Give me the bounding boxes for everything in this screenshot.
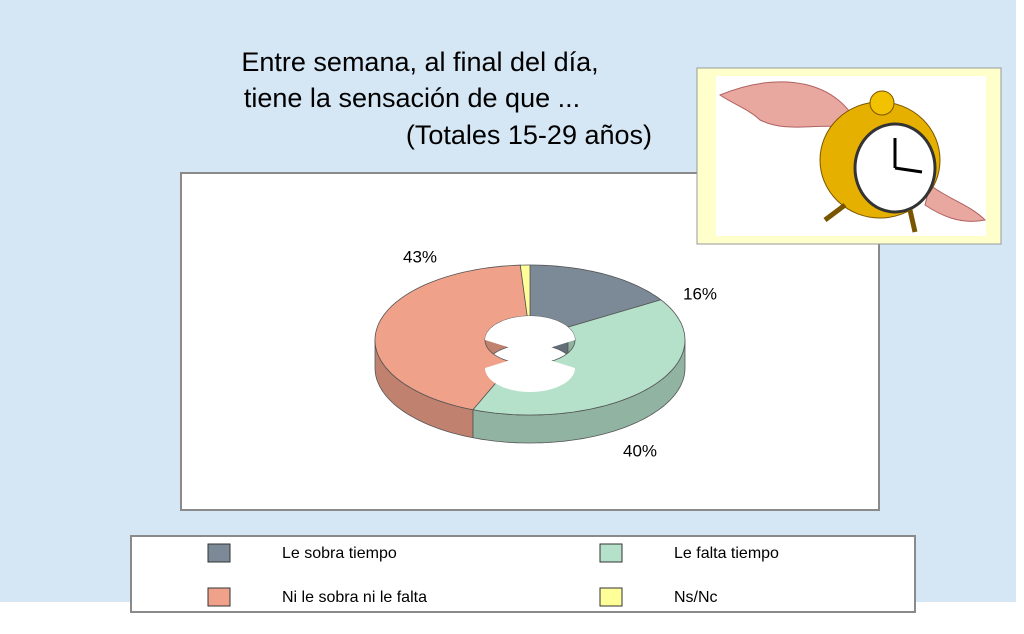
bell <box>869 90 895 116</box>
hand <box>894 166 923 174</box>
legend-label: Ni le sobra ni le falta <box>282 589 427 606</box>
chart-title: Entre semana, al final del día, <box>241 47 598 77</box>
legend-swatch <box>207 587 231 607</box>
chart-subtitle: (Totales 15-29 años) <box>406 120 652 150</box>
wing <box>924 184 987 222</box>
legend <box>130 535 916 613</box>
legend-swatch <box>599 587 623 607</box>
legend-swatch <box>207 543 231 563</box>
leg <box>823 203 847 222</box>
legend-label: Le sobra tiempo <box>282 545 397 562</box>
legend-swatch <box>599 543 623 563</box>
data-label: 43% <box>403 247 437 266</box>
clock-illustration <box>696 67 1002 245</box>
hole <box>485 316 575 392</box>
data-label: 40% <box>623 441 657 460</box>
legend-label: Ns/Nc <box>674 589 718 606</box>
data-label: 16% <box>683 284 717 303</box>
leg <box>907 209 918 233</box>
chart-title: tiene la sensación de que ... <box>244 83 580 113</box>
legend-label: Le falta tiempo <box>674 545 779 562</box>
